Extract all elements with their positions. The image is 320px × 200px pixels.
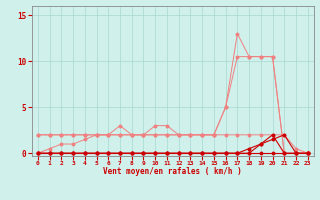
X-axis label: Vent moyen/en rafales ( km/h ): Vent moyen/en rafales ( km/h ) xyxy=(103,167,242,176)
